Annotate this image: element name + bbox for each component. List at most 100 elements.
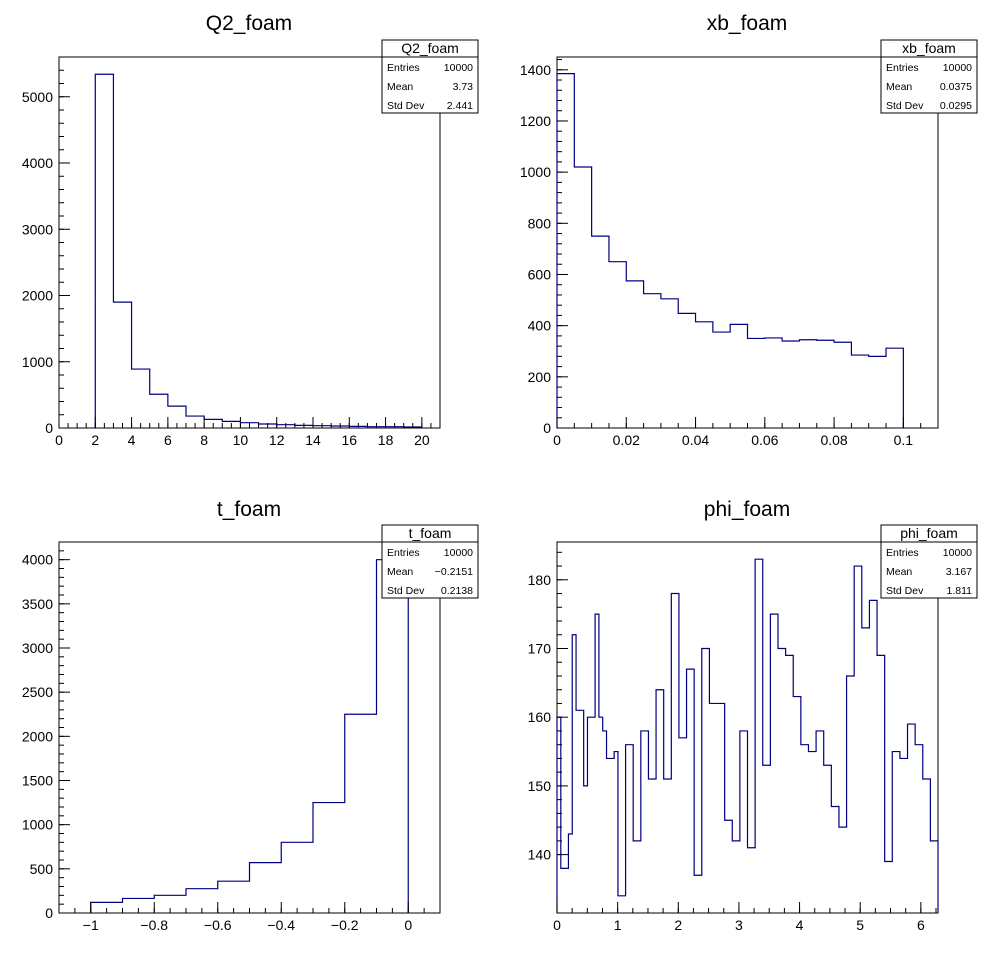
x-tick-label: 0.06 <box>751 432 778 448</box>
stats-title: Q2_foam <box>401 40 459 56</box>
histogram-bin <box>652 779 656 913</box>
chart-title: xb_foam <box>707 12 788 35</box>
histogram-bin <box>725 820 729 913</box>
histogram-bin <box>869 600 873 913</box>
y-tick-label: 4000 <box>22 552 53 568</box>
histogram-bin <box>572 635 576 913</box>
histogram-bin <box>113 302 131 428</box>
y-tick-label: 3500 <box>22 596 53 612</box>
histogram-bin <box>702 648 706 913</box>
histogram-bin <box>847 676 851 913</box>
stats-box: t_foam Entries 10000 Mean −0.2151 Std Dev 0.21… <box>381 524 479 599</box>
histogram-bin <box>678 313 695 428</box>
stats-title: t_foam <box>409 525 452 541</box>
stats-box: xb_foam Entries 10000 Mean 0.0375 Std Dev 0.02… <box>880 39 978 114</box>
histogram-bin <box>595 614 599 913</box>
y-tick-label: 1200 <box>520 113 551 129</box>
x-tick-label: 2 <box>91 432 99 448</box>
histogram-bin <box>95 74 113 428</box>
x-tick-label: 20 <box>414 432 430 448</box>
x-tick-label: 0 <box>553 432 561 448</box>
y-tick-label: 3000 <box>22 221 53 237</box>
histogram-bin <box>888 861 892 913</box>
x-tick-label: 18 <box>378 432 394 448</box>
y-tick-label: 0 <box>543 420 551 436</box>
histogram-bin <box>629 745 633 913</box>
histogram-series <box>556 558 939 913</box>
histogram-bin <box>706 648 710 913</box>
y-tick-label: 2500 <box>22 684 53 700</box>
histogram-bin <box>763 765 767 913</box>
histogram-bin <box>683 738 687 913</box>
x-tick-label: 0 <box>553 917 561 933</box>
histogram-bin <box>150 394 168 428</box>
y-tick-label: 800 <box>528 215 552 231</box>
histogram-series <box>90 559 409 913</box>
histogram-bin <box>696 322 713 428</box>
y-tick-label: 1500 <box>22 773 53 789</box>
stats-label: Entries <box>387 62 420 74</box>
histogram-bin <box>820 731 824 913</box>
stats-label: Std Dev <box>886 585 924 597</box>
stats-label: Entries <box>886 547 919 559</box>
histogram-bin <box>633 841 637 913</box>
histogram-bin <box>574 167 591 428</box>
histogram-bin <box>721 703 725 913</box>
histogram-bin <box>740 731 744 913</box>
histogram-bin <box>671 594 675 913</box>
histogram-bin <box>866 628 870 913</box>
histogram-bin <box>786 655 790 913</box>
x-tick-label: 0.08 <box>820 432 847 448</box>
stats-value: 0.0375 <box>940 81 972 93</box>
y-tick-label: 160 <box>528 709 552 725</box>
histogram-bin <box>782 341 799 428</box>
stats-label: Std Dev <box>387 100 425 112</box>
x-tick-label: 5 <box>856 917 864 933</box>
histogram-bin <box>644 294 661 428</box>
histogram-bin <box>797 697 801 913</box>
histogram-bin <box>641 731 645 913</box>
histogram-bin <box>132 369 150 428</box>
y-tick-label: 200 <box>528 369 552 385</box>
histogram-bin <box>793 697 797 913</box>
histogram-bin <box>690 669 694 913</box>
x-tick-label: 1 <box>614 917 622 933</box>
stats-label: Mean <box>886 81 912 93</box>
y-tick-label: 140 <box>528 847 552 863</box>
chart-title: t_foam <box>217 498 281 521</box>
chart-title: phi_foam <box>704 498 790 521</box>
histogram-bin <box>858 566 862 913</box>
histogram-bin <box>765 338 782 428</box>
histogram-bin <box>645 731 649 913</box>
stats-label: Mean <box>387 566 413 578</box>
histogram-bin <box>679 738 683 913</box>
histogram-bin <box>915 745 919 913</box>
histogram-bin <box>789 655 793 913</box>
stats-label: Entries <box>886 62 919 74</box>
histogram-bin <box>713 703 717 913</box>
histogram-bin <box>637 841 641 913</box>
histogram-bin <box>748 338 765 428</box>
y-tick-label: 5000 <box>22 89 53 105</box>
histogram-bin <box>755 559 759 913</box>
histogram-bin <box>892 752 896 913</box>
histogram-bin <box>656 690 660 913</box>
histogram-bin <box>900 758 904 913</box>
stats-box: Q2_foam Entries 10000 Mean 3.73 Std Dev 2.441 <box>381 39 479 114</box>
stats-box: phi_foam Entries 10000 Mean 3.167 Std Dev 1.81… <box>880 524 978 599</box>
histogram-bin <box>751 848 755 913</box>
x-tick-label: 12 <box>269 432 285 448</box>
histogram-bin <box>927 779 931 913</box>
histogram-bin <box>908 724 912 913</box>
histogram-bin <box>568 834 572 913</box>
histogram-bin <box>591 717 595 913</box>
histogram-bin <box>565 868 569 913</box>
histogram-bin <box>584 786 588 913</box>
histogram-bin <box>881 655 885 913</box>
histogram-bin <box>919 745 923 913</box>
histogram-bin <box>377 560 409 913</box>
histogram-bin <box>250 863 282 913</box>
histogram-bin <box>576 710 580 913</box>
histogram-bin <box>345 714 377 913</box>
